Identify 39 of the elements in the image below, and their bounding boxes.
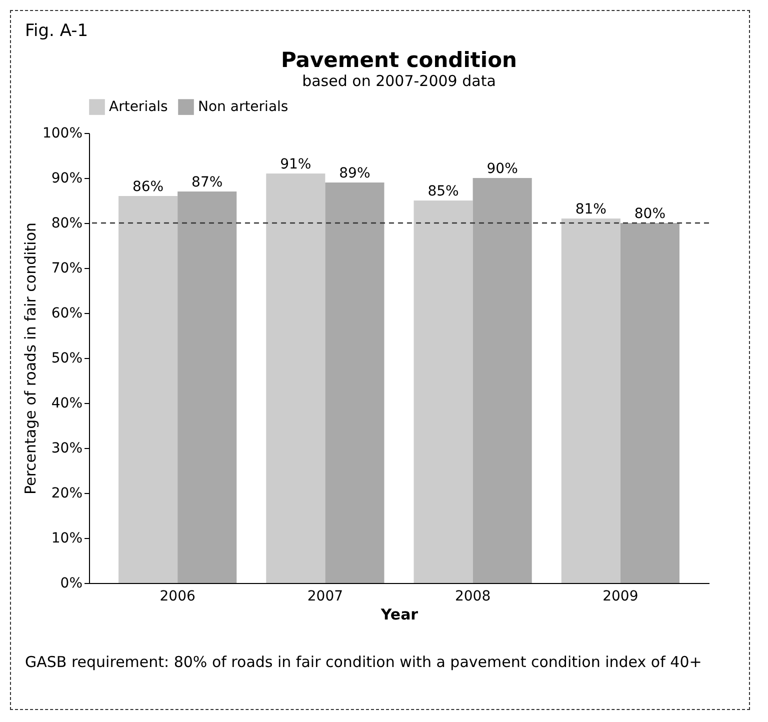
bar xyxy=(561,218,620,583)
chart-title: Pavement condition xyxy=(280,48,518,72)
data-label: 87% xyxy=(192,174,223,190)
legend-label: Non arterials xyxy=(198,99,288,116)
bar xyxy=(118,196,178,583)
y-axis-title: Percentage of roads in fair condition xyxy=(21,222,40,495)
chart-subtitle: based on 2007-2009 data xyxy=(302,72,496,90)
bar xyxy=(178,192,237,583)
y-tick-label: 0% xyxy=(60,576,82,592)
data-label: 85% xyxy=(428,184,459,200)
data-label: 91% xyxy=(280,156,312,172)
x-tick-label: 2009 xyxy=(602,588,638,604)
x-tick-label: 2008 xyxy=(454,588,491,604)
x-axis-title: Year xyxy=(380,606,419,624)
y-tick-label: 70% xyxy=(51,260,82,276)
bar xyxy=(472,178,532,583)
x-tick-label: 2006 xyxy=(160,588,196,604)
bar xyxy=(325,182,384,583)
y-tick-label: 90% xyxy=(51,170,82,186)
data-label: 81% xyxy=(575,202,606,218)
y-tick-label: 50% xyxy=(51,350,82,366)
data-label: 80% xyxy=(634,206,666,222)
x-tick-label: 2007 xyxy=(307,588,344,604)
y-tick-label: 10% xyxy=(51,530,82,546)
y-tick-label: 100% xyxy=(42,126,82,142)
text: GASB requirement: 80% of roads in fair condition with a pavement condition index of 40+ xyxy=(25,652,703,673)
bar xyxy=(414,200,473,583)
data-label: 89% xyxy=(339,166,370,182)
y-tick-label: 20% xyxy=(51,486,82,502)
text: Fig. A-1 xyxy=(25,21,88,41)
bar xyxy=(620,223,680,583)
y-tick-label: 30% xyxy=(51,440,82,456)
data-label: 90% xyxy=(486,161,518,177)
bar xyxy=(266,174,326,583)
y-tick-label: 80% xyxy=(51,216,82,232)
data-label: 86% xyxy=(132,179,164,195)
y-tick-label: 40% xyxy=(51,396,82,412)
legend-label: Arterials xyxy=(109,99,168,116)
y-tick-label: 60% xyxy=(51,306,82,322)
